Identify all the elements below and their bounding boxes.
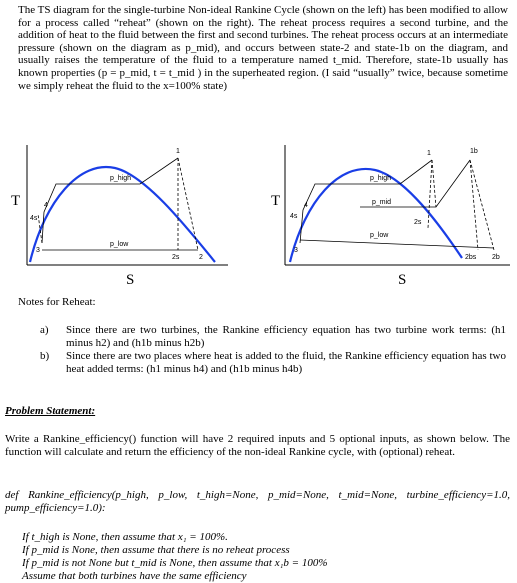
axis-label: T: [271, 193, 280, 209]
label: 2b: [492, 254, 500, 261]
note: Since there are two places where heat is…: [66, 350, 506, 375]
problem-text: Write a Rankine_efficiency() function wi…: [5, 433, 510, 458]
rule: If t_high is None, then assume that x₁ =…: [22, 531, 228, 543]
label: p_high: [370, 175, 391, 182]
rule: If p_mid is None, then assume that there…: [22, 544, 290, 556]
label: 3: [36, 247, 40, 254]
label: 1: [427, 150, 431, 157]
label: 4: [44, 202, 48, 209]
label: p_high: [110, 175, 131, 182]
label: 4: [304, 202, 308, 209]
list-marker: a): [40, 324, 49, 336]
axis-label: T: [11, 193, 20, 209]
label: 4s: [30, 215, 38, 222]
label: p_low: [110, 241, 129, 248]
label: 1: [176, 148, 180, 155]
axis-label: S: [126, 272, 134, 288]
label: p_low: [370, 232, 389, 239]
label: 3: [294, 247, 298, 254]
label: 2bs: [465, 254, 477, 261]
ts-diagrams: T S p_high p_low 1 2s 2 3 4 4s T S p_hig…: [11, 145, 510, 288]
heading: Problem Statement:: [5, 405, 96, 417]
intro: The TS diagram for the single-turbine No…: [18, 4, 508, 92]
rule: If p_mid is not None but t_mid is None, …: [22, 557, 328, 569]
rule: Assume that both turbines have the same …: [22, 570, 247, 582]
label: 4s: [290, 213, 298, 220]
label: p_mid: [372, 199, 391, 206]
signature: def Rankine_efficiency(p_high, p_low, t_…: [5, 489, 510, 514]
axis-label: S: [398, 272, 406, 288]
list-marker: b): [40, 350, 50, 362]
label: 2s: [414, 219, 422, 226]
label: 1b: [470, 148, 478, 155]
diagram-right: T S p_high p_mid p_low 1 1b 2s 2bs 2b 3 …: [271, 145, 510, 288]
notes-title: Notes for Reheat:: [18, 296, 96, 308]
note: Since there are two turbines, the Rankin…: [66, 324, 506, 349]
diagram-left: T S p_high p_low 1 2s 2 3 4 4s: [11, 145, 228, 288]
label: 2s: [172, 254, 180, 261]
label: 2: [199, 254, 203, 261]
